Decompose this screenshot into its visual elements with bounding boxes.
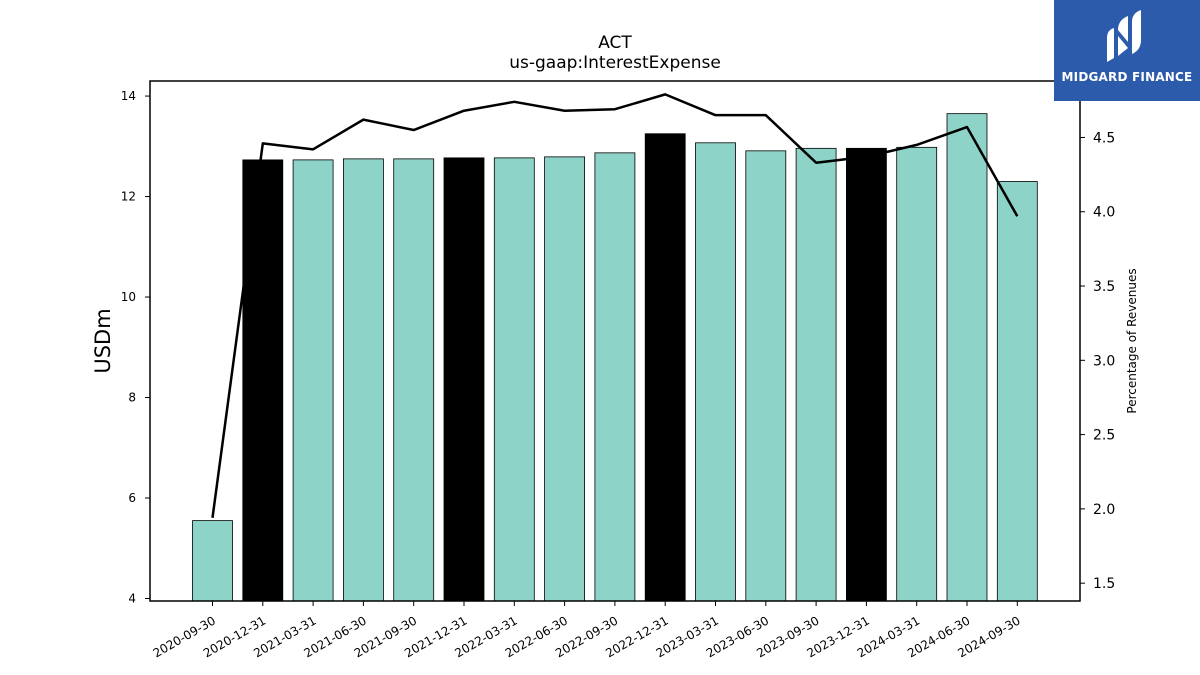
y-tick-label-left: 14 [121, 89, 136, 103]
y-tick-label-right: 2.5 [1093, 428, 1115, 444]
y-tick-label-right: 1.5 [1093, 576, 1115, 592]
y-tick-label-right: 4.5 [1093, 130, 1115, 146]
bar-2021-12-31 [443, 157, 485, 602]
y-tick-label-left: 4 [128, 591, 136, 605]
bar-group [192, 113, 1038, 602]
bar-2022-12-31 [644, 133, 686, 602]
y-tick-label-right: 3.5 [1093, 279, 1115, 295]
x-axis: 2020-09-302020-12-312021-03-312021-06-30… [151, 601, 1023, 660]
bar-2022-06-30 [544, 156, 585, 602]
percentage-line [211, 93, 1019, 518]
y-tick-label-left: 8 [128, 391, 136, 405]
brand-logo: MIDGARD FINANCE [1054, 0, 1200, 101]
bar-2022-03-31 [493, 157, 535, 602]
y-tick-label-right: 3.0 [1093, 353, 1115, 369]
chart-subtitle: us-gaap:InterestExpense [509, 53, 721, 73]
bar-2023-03-31 [695, 142, 736, 602]
left-axis: 4 6 8 10 12 14 [121, 89, 150, 605]
bar-2020-09-30 [192, 520, 233, 602]
brand-name: MIDGARD FINANCE [1061, 70, 1193, 84]
bar-2021-09-30 [393, 158, 435, 602]
y-tick-label-left: 10 [121, 290, 136, 304]
midgard-m-logo-icon [1107, 10, 1141, 62]
y-axis-label-left: USDm [91, 308, 115, 373]
chart-title: ACT [598, 33, 632, 53]
bar-2022-09-30 [594, 152, 636, 602]
bar-2023-12-31 [846, 147, 887, 602]
y-axis-label-right: Percentage of Revenues [1125, 268, 1139, 413]
y-tick-label-left: 12 [121, 190, 136, 204]
bar-2023-06-30 [745, 150, 787, 602]
bar-2021-06-30 [342, 158, 384, 602]
bar-2024-03-31 [896, 146, 938, 602]
bar-2024-09-30 [996, 181, 1038, 602]
right-axis: 1.5 2.0 2.5 3.0 3.5 4.0 4.5 [1080, 130, 1115, 592]
line-series-group [211, 93, 1019, 518]
y-tick-label-right: 2.0 [1093, 502, 1115, 518]
bar-2021-03-31 [292, 159, 334, 602]
bar-2024-06-30 [946, 113, 988, 602]
y-tick-label-right: 4.0 [1093, 205, 1115, 221]
bar-2020-12-31 [242, 159, 284, 602]
bar-2023-09-30 [795, 147, 837, 602]
y-tick-label-left: 6 [128, 491, 136, 505]
